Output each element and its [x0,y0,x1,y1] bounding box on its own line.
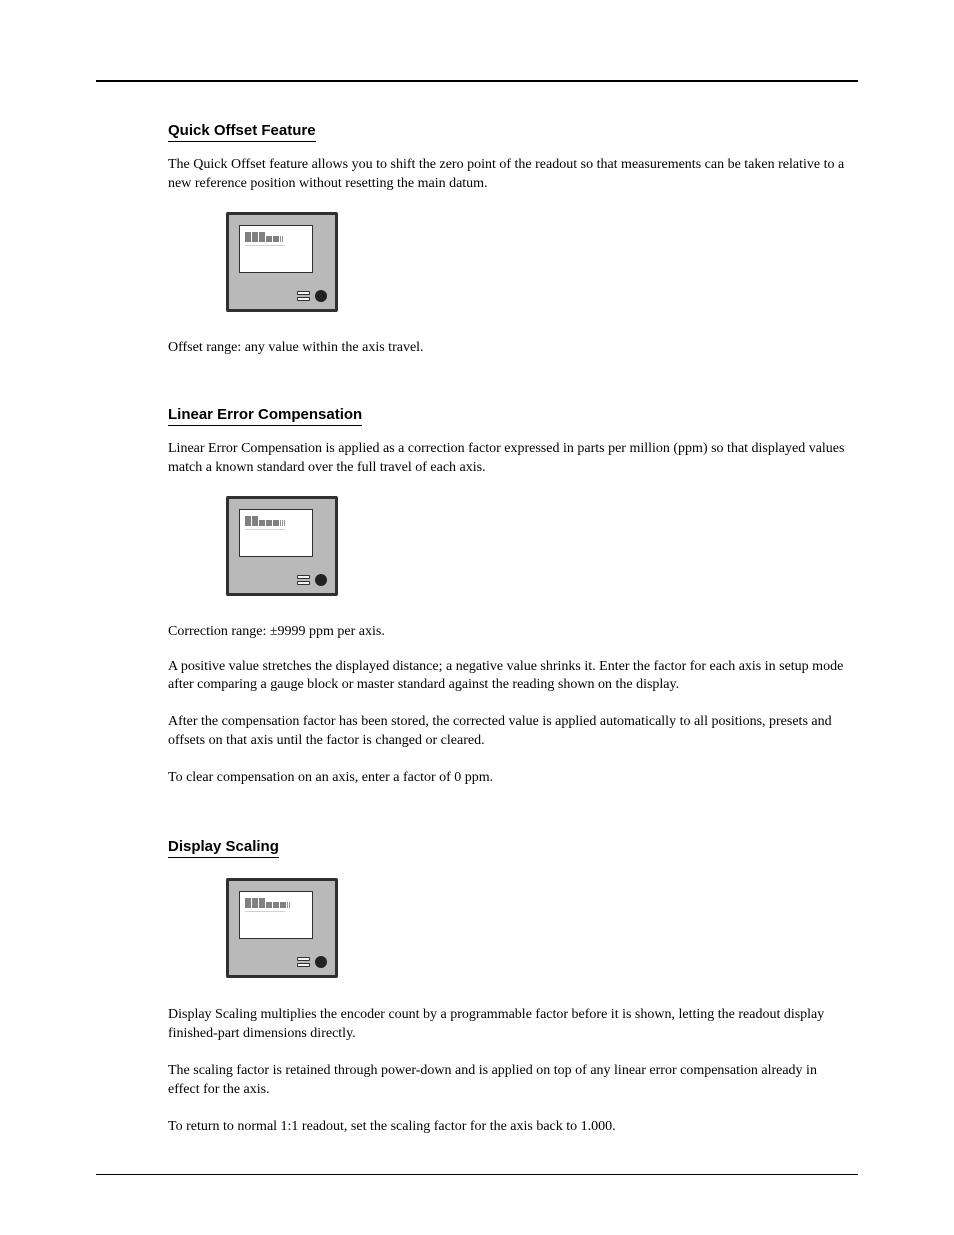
screen-readout-bars [245,232,307,242]
device-panel [226,878,338,978]
device-button-top [297,291,310,295]
screen-readout-bars [245,898,307,908]
device-screen [239,509,313,557]
heading-offset: Quick Offset Feature [168,122,316,142]
para-offset-0: The Quick Offset feature allows you to s… [168,156,848,194]
device-button-stack [297,575,310,585]
device-panel [226,496,338,596]
device-knob [315,290,327,302]
device-controls [297,290,327,302]
device-button-bottom [297,297,310,301]
device-illustration-offset [226,212,858,312]
device-illustration-scaling [226,878,858,978]
device-knob [315,956,327,968]
device-controls [297,574,327,586]
screen-underline [245,911,285,912]
range-offset: Offset range: any value within the axis … [168,340,858,356]
section-scaling: Display Scaling Display Scaling multipli… [96,838,858,1136]
para-scaling-after-1: The scaling factor is retained through p… [168,1062,848,1100]
device-panel [226,212,338,312]
page-footer [96,1174,858,1175]
device-illustration-comp [226,496,858,596]
para-comp-after-1: After the compensation factor has been s… [168,713,848,751]
device-button-stack [297,957,310,967]
device-screen [239,891,313,939]
device-button-bottom [297,963,310,967]
device-knob [315,574,327,586]
page-top-rule [96,80,858,82]
device-button-top [297,957,310,961]
range-comp: Correction range: ±9999 ppm per axis. [168,624,858,640]
device-button-stack [297,291,310,301]
heading-compensation: Linear Error Compensation [168,406,362,426]
section-compensation: Linear Error Compensation Linear Error C… [96,406,858,788]
para-scaling-after-2: To return to normal 1:1 readout, set the… [168,1118,848,1137]
page-bottom-rule [96,1174,858,1175]
para-scaling-after-0: Display Scaling multiplies the encoder c… [168,1006,848,1044]
screen-underline [245,529,285,530]
screen-underline [245,245,285,246]
para-comp-after-2: To clear compensation on an axis, enter … [168,769,848,788]
device-screen [239,225,313,273]
screen-readout-bars [245,516,307,526]
section-offset: Quick Offset Feature The Quick Offset fe… [96,122,858,356]
para-comp-after-0: A positive value stretches the displayed… [168,658,848,696]
device-button-top [297,575,310,579]
device-button-bottom [297,581,310,585]
heading-scaling: Display Scaling [168,838,279,858]
para-comp-0: Linear Error Compensation is applied as … [168,440,848,478]
device-controls [297,956,327,968]
